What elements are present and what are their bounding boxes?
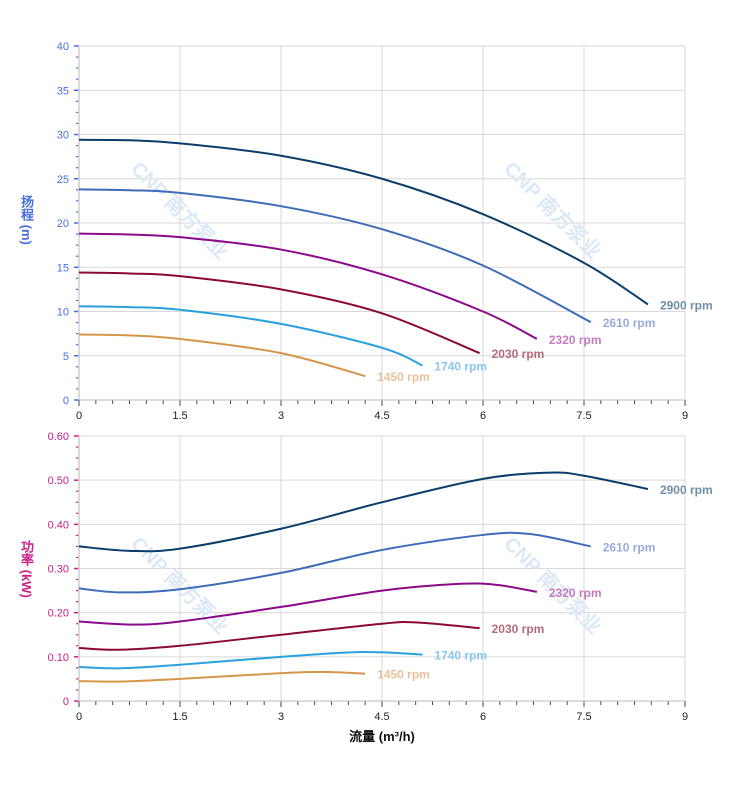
x-tick-label: 9	[682, 410, 688, 422]
series-label: 2320 rpm	[549, 586, 602, 600]
x-tick-label: 3	[278, 410, 284, 422]
y-tick-label: 40	[57, 41, 69, 53]
series-line-2030-rpm	[78, 620, 480, 651]
series-label: 2610 rpm	[603, 316, 656, 330]
y-tick-label: 0	[63, 395, 69, 407]
y-tick-label: 0.30	[48, 564, 69, 576]
x-tick-label: 4.5	[374, 410, 389, 422]
series-label: 2900 rpm	[660, 298, 713, 312]
y-tick-label: 0.60	[48, 431, 69, 443]
x-axis-label: 流量 (m³/h)	[349, 729, 415, 744]
chart-panel-1: 00.100.200.300.400.500.600 1.5 3 4.5 6 7.5 9CN…	[48, 431, 713, 744]
y-tick-label: 35	[57, 85, 69, 97]
y-tick-label: 0.50	[48, 475, 69, 487]
y-tick-label: 5	[63, 351, 69, 363]
x-tick-label: 7.5	[576, 711, 591, 723]
series-label: 2030 rpm	[492, 347, 545, 361]
series-line-2320-rpm	[78, 582, 538, 626]
series-line-1450-rpm	[78, 333, 366, 378]
x-tick-label: 0	[76, 410, 82, 422]
x-tick-label: 3	[278, 711, 284, 723]
y-tick-label: 0.40	[48, 519, 69, 531]
y-tick-label: 0	[63, 696, 69, 708]
x-tick-label: 0	[76, 711, 82, 723]
series-label: 2900 rpm	[660, 483, 713, 497]
series-line-2030-rpm	[78, 271, 481, 355]
x-tick-label: 6	[480, 410, 486, 422]
y-tick-label: 15	[57, 262, 69, 274]
series-line-1450-rpm	[78, 670, 366, 683]
series-label: 1450 rpm	[377, 370, 430, 384]
x-tick-label: 4.5	[374, 711, 389, 723]
y-tick-label: 0.10	[48, 652, 69, 664]
x-tick-label: 7.5	[576, 410, 591, 422]
series-line-2320-rpm	[78, 232, 538, 340]
series-line-2900-rpm	[78, 471, 649, 553]
y-axis-label-head: 扬程 (m)	[19, 195, 34, 245]
x-tick-label: 6	[480, 711, 486, 723]
series-line-1740-rpm	[78, 305, 423, 367]
series-label: 1740 rpm	[434, 649, 487, 663]
y-tick-label: 25	[57, 174, 69, 186]
series-label: 1740 rpm	[434, 359, 487, 373]
x-tick-label: 1.5	[172, 410, 187, 422]
y-tick-label: 30	[57, 130, 69, 142]
series-line-2610-rpm	[78, 188, 592, 324]
series-line-2610-rpm	[78, 531, 591, 594]
y-axis-label-power: 功率 (kW)	[19, 540, 34, 598]
x-tick-label: 9	[682, 711, 688, 723]
series-line-1740-rpm	[78, 650, 423, 670]
series-label: 1450 rpm	[377, 668, 430, 682]
series-line-2900-rpm	[78, 138, 649, 306]
y-tick-label: 20	[57, 218, 69, 230]
series-label: 2320 rpm	[549, 333, 602, 347]
series-label: 2610 rpm	[603, 540, 656, 554]
x-tick-label: 1.5	[172, 711, 187, 723]
y-tick-label: 0.20	[48, 608, 69, 620]
y-tick-label: 10	[57, 307, 69, 319]
series-label: 2030 rpm	[492, 622, 545, 636]
